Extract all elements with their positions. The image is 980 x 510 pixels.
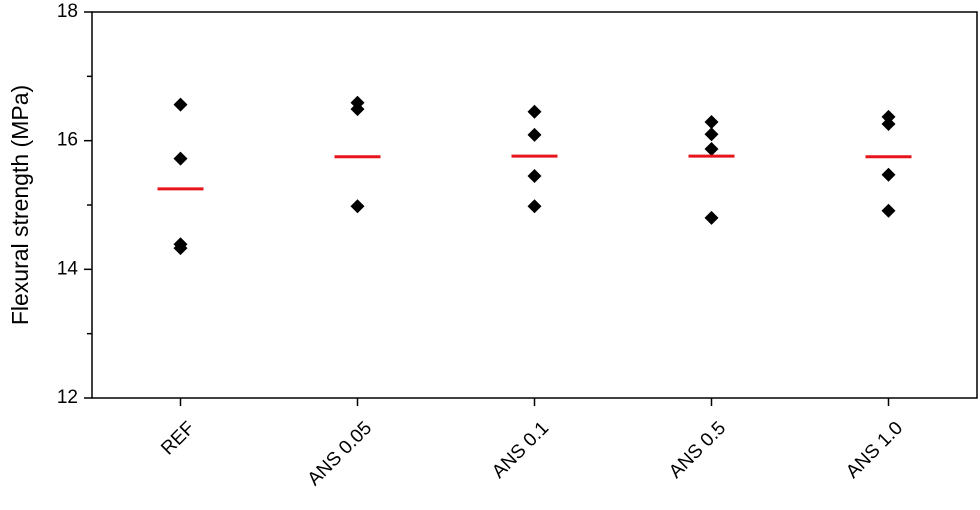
data-point xyxy=(881,203,896,218)
data-point xyxy=(704,127,719,142)
data-point xyxy=(881,109,896,124)
data-point xyxy=(350,199,365,214)
data-point xyxy=(881,167,896,182)
data-point xyxy=(704,210,719,225)
data-point xyxy=(527,104,542,119)
data-point xyxy=(350,102,365,117)
data-point xyxy=(704,115,719,130)
data-point xyxy=(173,151,188,166)
x-tick-label: ANS 0.5 xyxy=(665,418,730,483)
x-tick-label: ANS 0.05 xyxy=(304,418,376,490)
y-tick-label: 14 xyxy=(57,258,79,279)
data-point xyxy=(881,116,896,131)
y-tick-label: 12 xyxy=(57,387,78,408)
data-point xyxy=(704,142,719,157)
y-tick-label: 16 xyxy=(57,130,78,151)
y-tick-label: 18 xyxy=(57,1,78,22)
x-tick-label: ANS 0.1 xyxy=(488,418,553,483)
data-point xyxy=(173,241,188,256)
x-tick-label: ANS 1.0 xyxy=(842,418,907,483)
data-point xyxy=(527,169,542,184)
data-point xyxy=(527,199,542,214)
x-tick-label: REF xyxy=(157,418,199,460)
data-point xyxy=(173,97,188,112)
data-point xyxy=(527,127,542,142)
y-axis-label: Flexural strength (MPa) xyxy=(7,85,33,325)
